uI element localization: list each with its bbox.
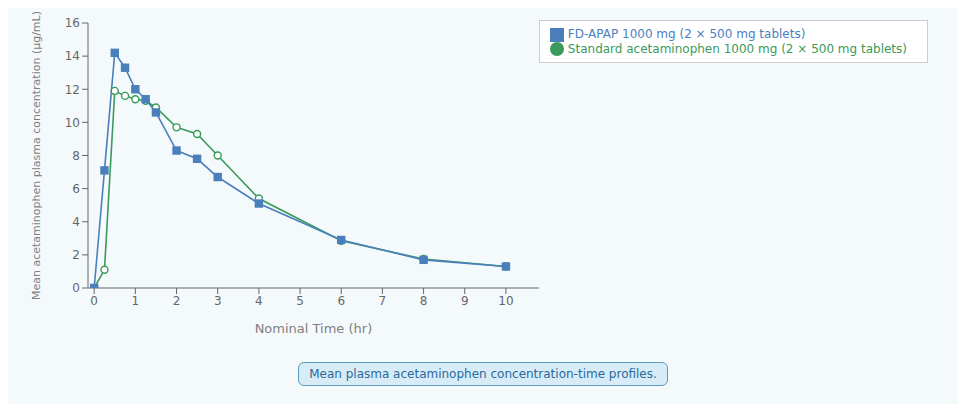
svg-text:3: 3 [214,294,222,308]
svg-text:10: 10 [498,294,513,308]
svg-text:8: 8 [420,294,428,308]
html-text:Mean plasma acetaminophen conc: Mean plasma acetaminophen concentration-… [309,367,657,381]
svg-text:2: 2 [173,294,181,308]
svg-text:10: 10 [65,116,80,130]
svg-text:Mean acetaminophen plasma conc: Mean acetaminophen plasma concentration … [30,11,43,300]
html-text:Standard acetaminophen 1000 mg: Standard acetaminophen 1000 mg (2 × 500 … [567,41,907,56]
svg-text:1: 1 [132,294,140,308]
svg-text:6: 6 [72,182,80,196]
svg-text:9: 9 [461,294,469,308]
svg-text:2: 2 [72,248,80,262]
svg-text:5: 5 [296,294,304,308]
svg-text:12: 12 [65,83,80,97]
svg-text:8: 8 [72,149,80,163]
html-text:FD-APAP 1000 mg (2 × 500 mg ta: FD-APAP 1000 mg (2 × 500 mg tablets) [567,27,806,41]
svg-text:4: 4 [72,215,80,229]
svg-text:4: 4 [255,294,263,308]
svg-text:Nominal Time (hr): Nominal Time (hr) [255,321,373,336]
svg-text:0: 0 [90,294,98,308]
svg-text:14: 14 [65,49,80,63]
svg-text:6: 6 [337,294,345,308]
svg-text:0: 0 [72,281,80,295]
svg-text:16: 16 [65,16,80,30]
svg-text:7: 7 [379,294,387,308]
